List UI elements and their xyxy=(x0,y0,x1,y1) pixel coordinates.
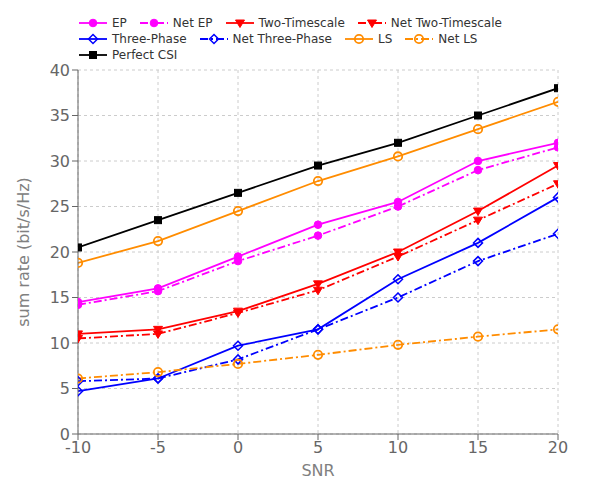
svg-text:-5: -5 xyxy=(150,438,166,457)
html-text:Net EP: Net EP xyxy=(172,16,213,30)
svg-text:30: 30 xyxy=(50,152,70,171)
svg-text:sum rate (bit/s/Hz): sum rate (bit/s/Hz) xyxy=(14,177,33,327)
svg-text:5: 5 xyxy=(313,438,323,457)
svg-text:0: 0 xyxy=(233,438,243,457)
svg-text:20: 20 xyxy=(50,243,70,262)
svg-text:35: 35 xyxy=(50,106,70,125)
svg-text:40: 40 xyxy=(50,61,70,80)
svg-text:15: 15 xyxy=(50,288,70,307)
svg-text:10: 10 xyxy=(388,438,408,457)
html-text:Three-Phase: Three-Phase xyxy=(112,32,187,46)
html-text:Net Two-Timescale: Net Two-Timescale xyxy=(390,16,502,30)
html-text:Two-Timescale: Two-Timescale xyxy=(258,16,345,30)
html-text:Net LS: Net LS xyxy=(438,32,478,46)
html-text:EP: EP xyxy=(112,16,127,30)
svg-text:0: 0 xyxy=(60,425,70,444)
svg-text:5: 5 xyxy=(60,379,70,398)
svg-text:20: 20 xyxy=(548,438,568,457)
svg-text:10: 10 xyxy=(50,334,70,353)
svg-text:25: 25 xyxy=(50,197,70,216)
html-text:Net Three-Phase: Net Three-Phase xyxy=(232,32,332,46)
svg-text:-10: -10 xyxy=(64,438,92,458)
html-text:Perfect CSI: Perfect CSI xyxy=(112,48,178,62)
svg-text:15: 15 xyxy=(468,438,488,457)
html-text:LS: LS xyxy=(378,32,393,46)
svg-text:SNR: SNR xyxy=(301,461,334,480)
